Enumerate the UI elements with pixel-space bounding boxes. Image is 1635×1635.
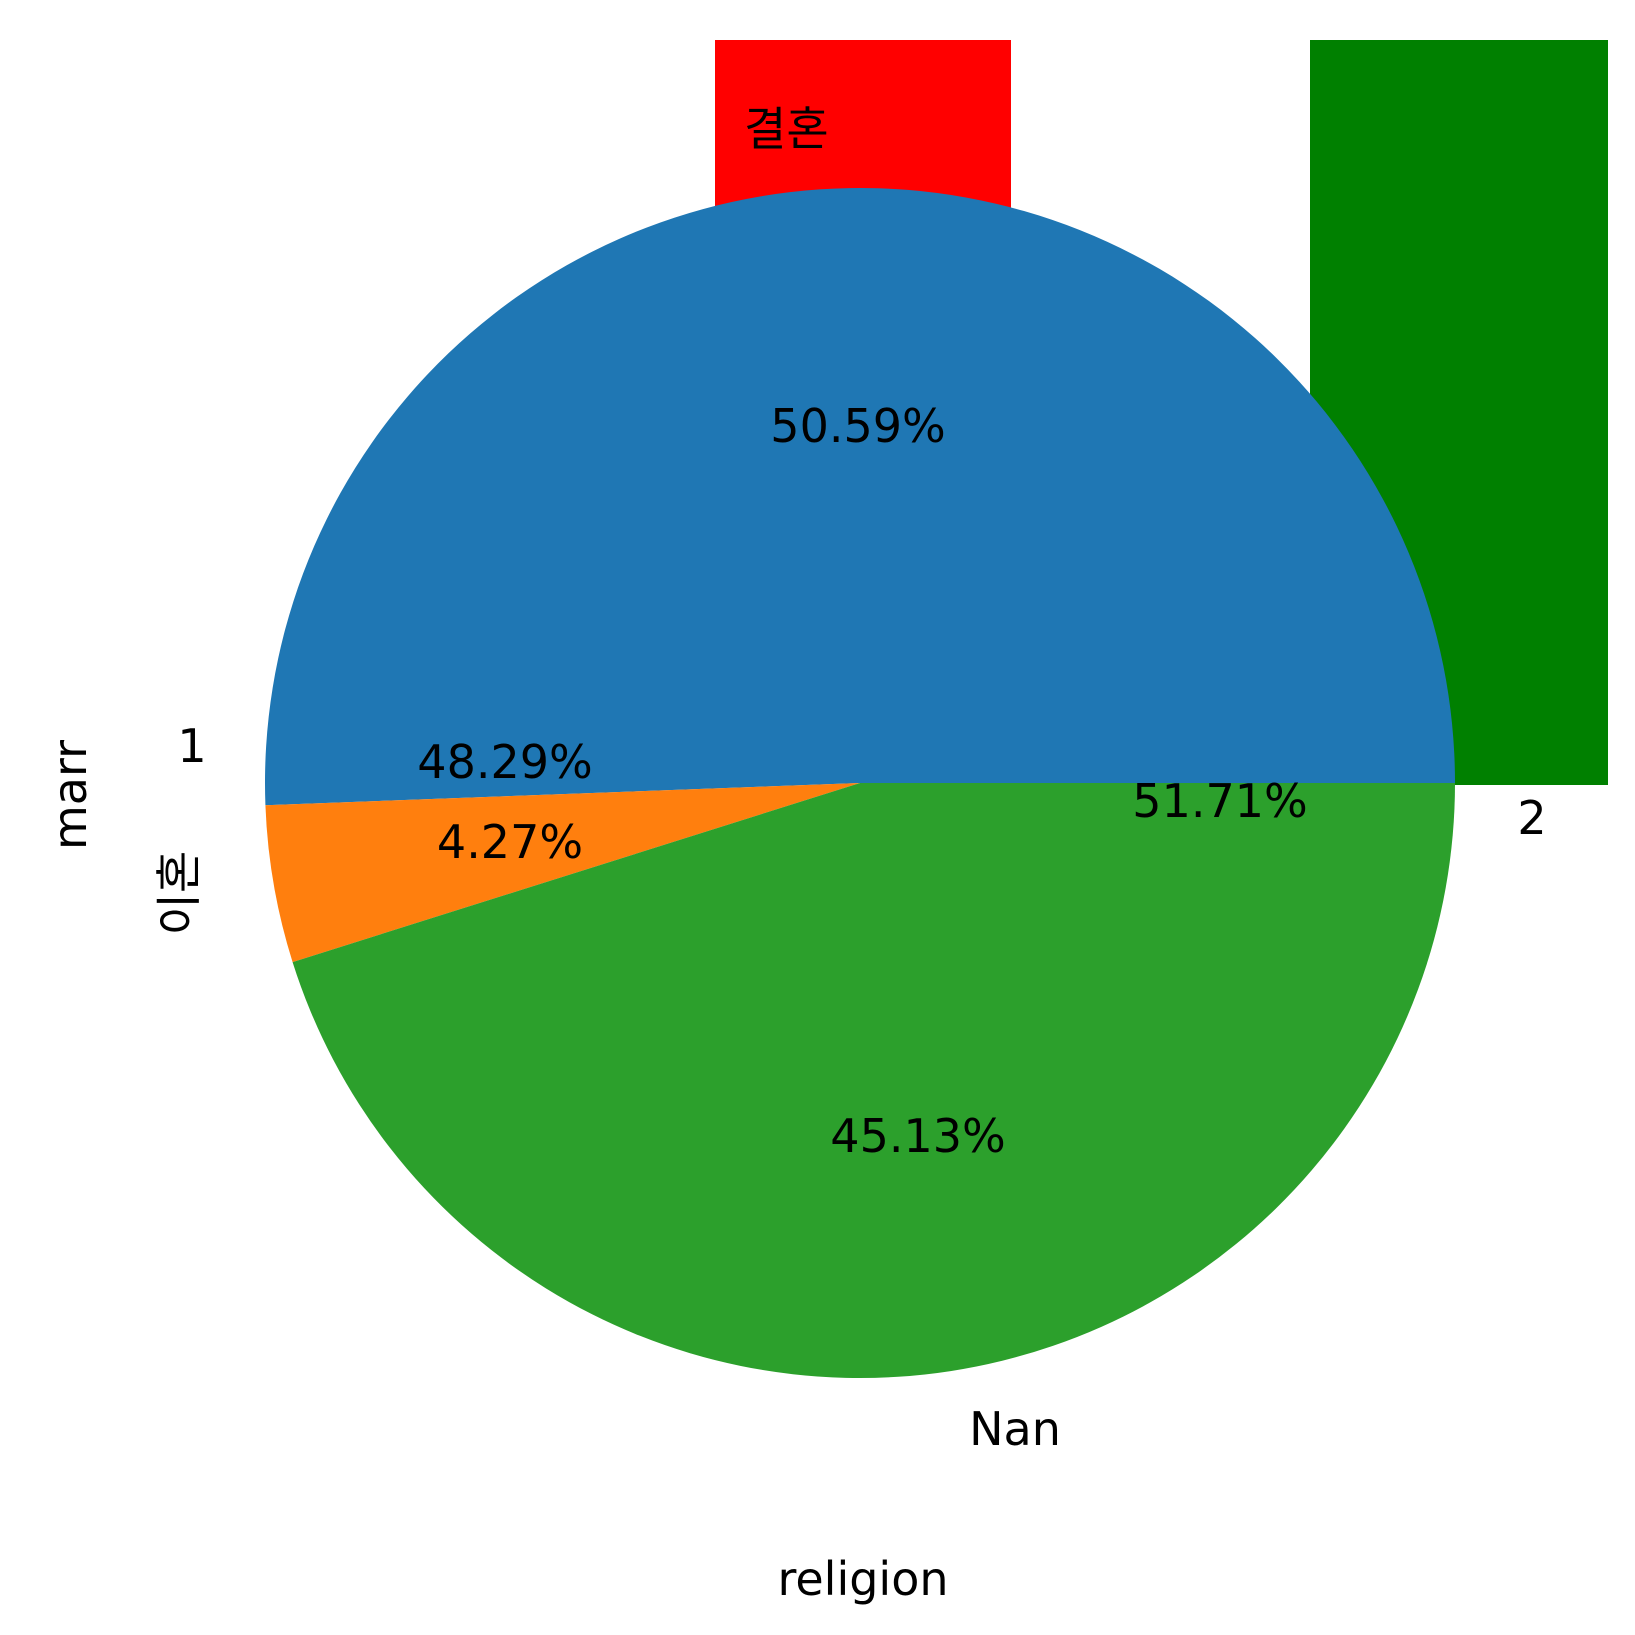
x-axis-title: religion [777,1552,948,1606]
pie-slice-1 [264,187,1456,806]
pct-label-1: 50.59% [770,399,945,453]
pct-label-5: 45.13% [830,1109,1005,1163]
pct-label-4: 51.71% [1132,774,1307,828]
y-axis-title: marr [43,740,97,850]
bar-label-divorce: 이혼 [152,851,206,936]
category-label-nan: Nan [969,1402,1061,1456]
pct-label-2: 48.29% [417,735,592,789]
category-label-1: 1 [177,719,206,773]
bar-label-marriage: 결혼 [744,102,829,156]
bar-marriage [715,40,1011,208]
pct-label-3: 4.27% [437,815,583,869]
pie-slice-nan [292,783,1455,1378]
pie-slice-2 [265,783,860,963]
category-label-2: 2 [1517,791,1546,845]
pie-chart [264,187,1456,1378]
